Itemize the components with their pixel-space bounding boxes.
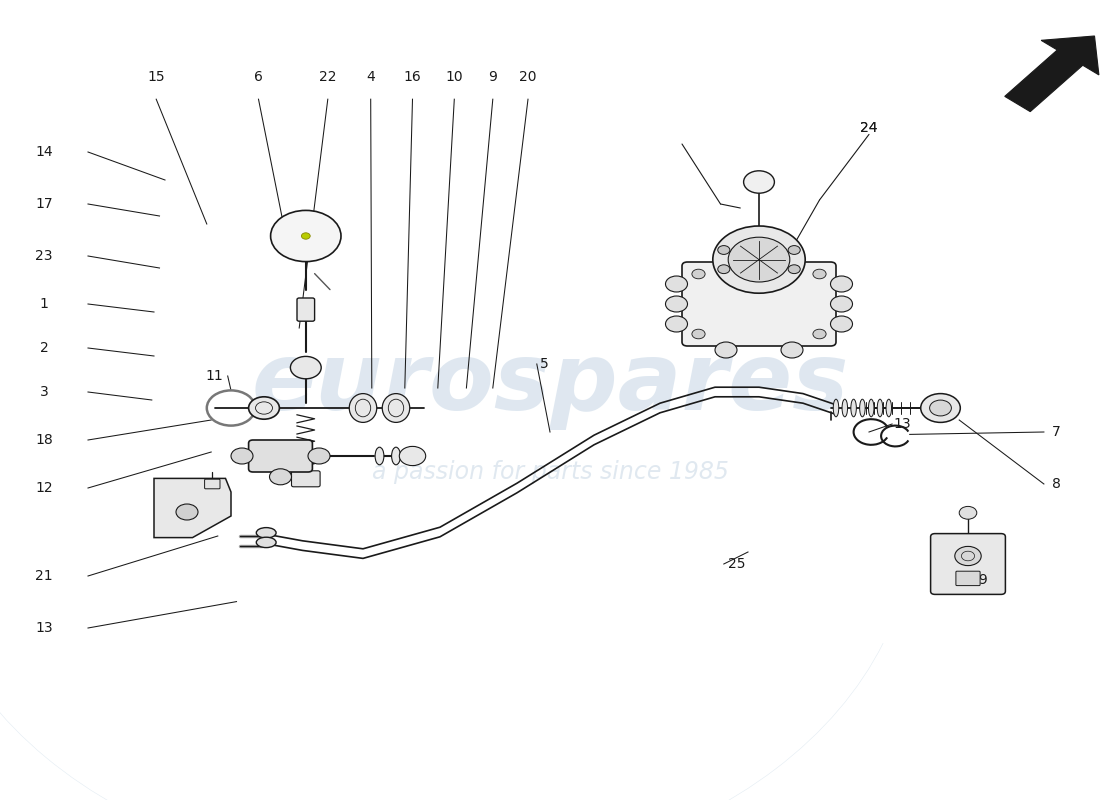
FancyBboxPatch shape <box>297 298 315 321</box>
Circle shape <box>788 246 800 254</box>
Ellipse shape <box>350 394 376 422</box>
Polygon shape <box>154 478 231 538</box>
Circle shape <box>692 269 705 278</box>
FancyBboxPatch shape <box>205 479 220 489</box>
Text: 21: 21 <box>35 569 53 583</box>
Polygon shape <box>1004 36 1099 112</box>
Circle shape <box>249 397 279 419</box>
Circle shape <box>692 330 705 339</box>
Circle shape <box>271 210 341 262</box>
Circle shape <box>713 226 805 294</box>
Circle shape <box>830 276 852 292</box>
Ellipse shape <box>834 399 838 417</box>
Ellipse shape <box>860 399 865 417</box>
Text: 16: 16 <box>404 70 421 84</box>
Ellipse shape <box>843 399 848 417</box>
Circle shape <box>270 469 292 485</box>
Circle shape <box>399 446 426 466</box>
Text: 7: 7 <box>1052 425 1060 439</box>
Circle shape <box>830 316 852 332</box>
Circle shape <box>813 269 826 278</box>
Text: 20: 20 <box>519 70 537 84</box>
Circle shape <box>781 342 803 358</box>
Text: 8: 8 <box>1052 477 1060 491</box>
Circle shape <box>788 265 800 274</box>
Circle shape <box>830 296 852 312</box>
Ellipse shape <box>392 447 400 465</box>
Text: 4: 4 <box>366 70 375 84</box>
Circle shape <box>715 342 737 358</box>
Circle shape <box>666 276 688 292</box>
Circle shape <box>176 504 198 520</box>
Ellipse shape <box>851 399 856 417</box>
Circle shape <box>921 394 960 422</box>
Text: 14: 14 <box>35 145 53 159</box>
Text: 22: 22 <box>319 70 337 84</box>
Text: 2: 2 <box>40 341 48 355</box>
Circle shape <box>717 246 729 254</box>
Text: 24: 24 <box>860 121 878 135</box>
Text: 5: 5 <box>540 357 549 371</box>
Text: 13: 13 <box>893 417 911 431</box>
Ellipse shape <box>383 394 409 422</box>
Circle shape <box>301 233 310 239</box>
Circle shape <box>666 316 688 332</box>
Circle shape <box>290 357 321 379</box>
Text: 11: 11 <box>206 369 223 383</box>
Text: 19: 19 <box>970 573 988 587</box>
FancyBboxPatch shape <box>682 262 836 346</box>
Ellipse shape <box>256 528 276 538</box>
Text: 23: 23 <box>35 249 53 263</box>
Text: 18: 18 <box>35 433 53 447</box>
Circle shape <box>231 448 253 464</box>
Text: 3: 3 <box>40 385 48 399</box>
Circle shape <box>813 330 826 339</box>
FancyBboxPatch shape <box>292 470 320 486</box>
Ellipse shape <box>869 399 874 417</box>
Text: 6: 6 <box>254 70 263 84</box>
Circle shape <box>955 546 981 566</box>
FancyBboxPatch shape <box>931 534 1005 594</box>
Text: 25: 25 <box>728 557 746 571</box>
Ellipse shape <box>375 447 384 465</box>
Text: 12: 12 <box>35 481 53 495</box>
Text: a passion for parts since 1985: a passion for parts since 1985 <box>372 460 728 484</box>
Circle shape <box>930 400 952 416</box>
Text: 17: 17 <box>35 197 53 211</box>
Text: 13: 13 <box>35 621 53 635</box>
FancyBboxPatch shape <box>956 571 980 586</box>
Circle shape <box>728 238 790 282</box>
Ellipse shape <box>256 538 276 547</box>
Text: 9: 9 <box>488 70 497 84</box>
Circle shape <box>744 170 774 193</box>
Text: 24: 24 <box>860 121 878 135</box>
Circle shape <box>308 448 330 464</box>
Circle shape <box>959 506 977 519</box>
Circle shape <box>666 296 688 312</box>
Text: 10: 10 <box>446 70 463 84</box>
Ellipse shape <box>878 399 882 417</box>
FancyBboxPatch shape <box>249 440 312 472</box>
Text: 1: 1 <box>40 297 48 311</box>
Ellipse shape <box>887 399 892 417</box>
Circle shape <box>717 265 729 274</box>
Text: 15: 15 <box>147 70 165 84</box>
Text: eurospares: eurospares <box>251 338 849 430</box>
